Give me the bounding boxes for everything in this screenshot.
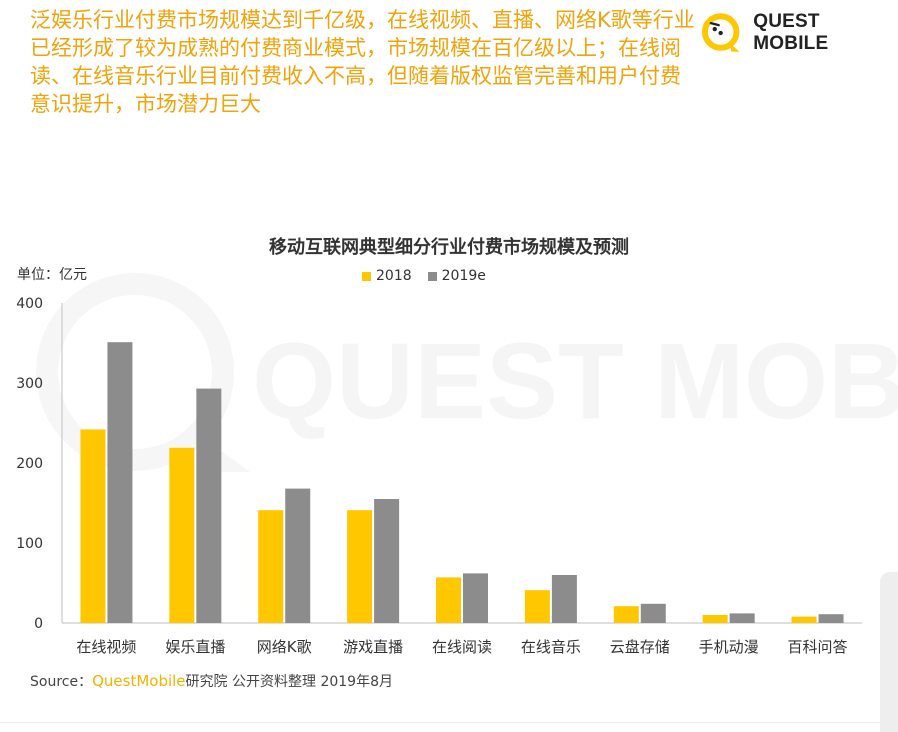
bar-2018-0	[80, 429, 106, 623]
questmobile-logo-icon	[701, 13, 740, 52]
y-tick-label: 0	[34, 616, 43, 632]
bar-2019e-6	[640, 603, 666, 623]
watermark: QUEST MOBILE	[36, 273, 898, 472]
y-tick-label: 100	[16, 536, 43, 552]
bar-2019e-1	[196, 388, 222, 623]
x-tick-label: 在线音乐	[521, 638, 581, 656]
bar-2019e-8	[818, 614, 844, 623]
bar-2019e-7	[729, 613, 755, 623]
x-tick-label: 网络K歌	[257, 638, 312, 656]
bar-2018-8	[791, 616, 817, 623]
y-tick-label: 400	[16, 296, 43, 312]
bar-2018-1	[169, 447, 195, 623]
x-tick-label: 在线视频	[76, 638, 136, 656]
bar-2019e-5	[551, 575, 577, 623]
bar-2018-5	[524, 590, 550, 623]
legend-label-2018: 2018	[376, 268, 412, 284]
headline: 泛娱乐行业付费市场规模达到千亿级，在线视频、直播、网络K歌等行业已经形成了较为成…	[30, 8, 695, 116]
source-brand: QuestMobile	[92, 672, 186, 690]
legend-item-2018: 2018	[362, 268, 412, 284]
x-tick-label: 云盘存储	[610, 638, 670, 656]
legend-item-2019e: 2019e	[427, 268, 486, 284]
source-label: Source：	[30, 674, 93, 690]
legend-swatch-2018	[362, 271, 371, 281]
x-tick-label: 百科问答	[788, 638, 848, 656]
bottom-divider	[0, 722, 880, 723]
x-tick-label: 手机动漫	[699, 638, 759, 656]
x-tick-label: 娱乐直播	[165, 638, 225, 656]
bar-2018-2	[258, 510, 284, 623]
bar-2019e-4	[463, 573, 488, 623]
logo-text: QUEST MOBILE	[753, 11, 829, 54]
bar-2019e-3	[374, 499, 400, 623]
legend-label-2019e: 2019e	[441, 268, 486, 284]
bar-chart: QUEST MOBILE 0 100 200 300 400 在线视频 娱乐直播 网络K歌 游戏…	[16, 273, 898, 656]
chart-legend: 2018 2019e	[362, 268, 486, 284]
bar-2018-4	[436, 577, 461, 623]
chart-title: 移动互联网典型细分行业付费市场规模及预测	[269, 237, 629, 258]
source-rest: 研究院 公开资料整理 2019年8月	[185, 674, 393, 690]
y-tick-label: 300	[16, 376, 43, 392]
y-tick-label: 200	[16, 456, 43, 472]
bar-2018-7	[702, 615, 728, 623]
x-tick-label: 在线阅读	[432, 638, 492, 656]
x-tick-label: 游戏直播	[343, 638, 403, 656]
legend-swatch-2019e	[427, 271, 437, 281]
questmobile-logo: QUEST MOBILE	[700, 11, 898, 54]
scroll-edge	[880, 572, 898, 732]
bar-2019e-0	[107, 342, 133, 623]
bar-2019e-2	[285, 488, 311, 623]
bar-2018-6	[613, 606, 639, 623]
source-line: Source： QuestMobile 研究院 公开资料整理 2019年8月	[30, 671, 393, 691]
unit-label: 单位：亿元	[17, 267, 87, 283]
watermark-text: QUEST MOBILE	[252, 320, 898, 441]
bar-2018-3	[347, 510, 373, 623]
